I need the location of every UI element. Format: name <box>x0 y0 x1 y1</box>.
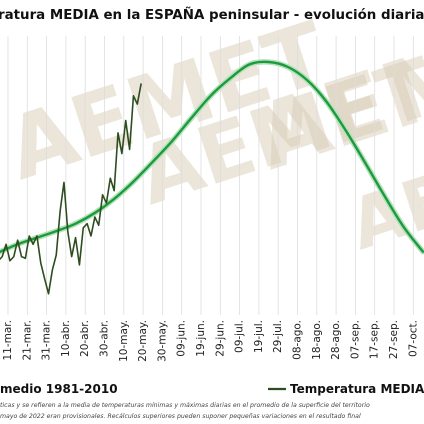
x-tick-label: 27-sep. <box>388 320 400 359</box>
x-tick-label: 31-mar. <box>41 320 53 361</box>
x-tick-label: 29-jun. <box>214 320 226 357</box>
x-tick-label: 20-may. <box>137 320 149 362</box>
x-tick-label: 17-sep. <box>369 320 381 359</box>
x-tick-label: 11-mar. <box>2 320 14 361</box>
x-tick-labels: 11-mar. 21-mar. 31-mar. 10-abr. 20-abr. 30-ab… <box>2 320 419 362</box>
x-tick-label: 20-abr. <box>79 320 91 357</box>
x-tick-label: 28-ago. <box>330 320 342 360</box>
x-tick-label: 30-may. <box>156 320 168 362</box>
chart-title: ratura MEDIA en la ESPAÑA peninsular - e… <box>0 6 424 23</box>
footnote-line-2: mayo de 2022 eran provisionales. Recálcu… <box>0 412 361 420</box>
x-tick-label: 08-ago. <box>292 320 304 360</box>
x-tick-label: 09-jul. <box>234 320 246 353</box>
grid-layer <box>7 36 414 315</box>
x-tick-label: 07-oct. <box>407 320 419 357</box>
x-tick-label: 10-abr. <box>60 320 72 357</box>
series-layer <box>0 59 424 295</box>
legend-label-normal: medio 1981-2010 <box>0 382 118 396</box>
series-temperatura-media-line <box>0 83 142 295</box>
x-tick-label: 29-jul. <box>272 320 284 353</box>
x-tick-label: 21-mar. <box>21 320 33 361</box>
legend-label-temperatura-media: Temperatura MEDIA <box>290 382 424 396</box>
x-tick-label: 19-jun. <box>195 320 207 357</box>
x-tick-label: 30-abr. <box>99 320 111 357</box>
x-tick-label: 09-jun. <box>176 320 188 357</box>
x-tick-label: 07-sep. <box>349 320 361 359</box>
x-tick-label: 18-ago. <box>311 320 323 360</box>
legend: medio 1981-2010 Temperatura MEDIA <box>0 382 424 396</box>
footnote-line-1: ticas y se refieren a la media de temper… <box>0 401 370 409</box>
x-tick-label: 19-jul. <box>253 320 265 353</box>
series-normal-line <box>0 60 424 254</box>
x-tick-label: 10-may. <box>118 320 130 362</box>
